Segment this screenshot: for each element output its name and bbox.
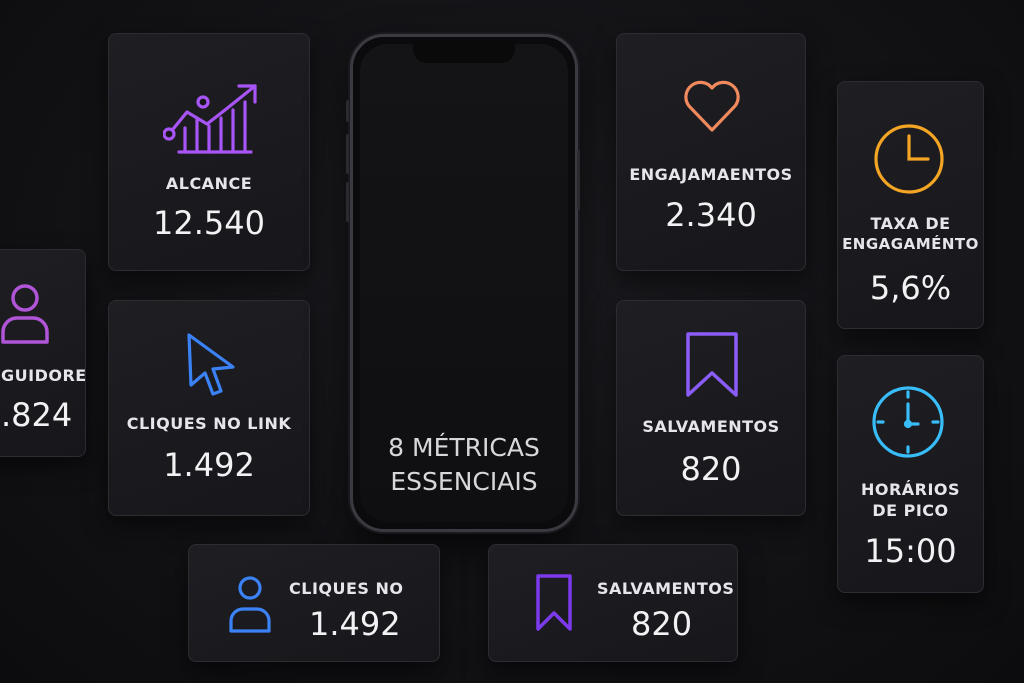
- phone-side-button: [346, 134, 349, 174]
- metric-label-line1: TAXA DE: [870, 214, 951, 233]
- metric-label: ALCANCE: [165, 174, 253, 193]
- clock-icon: [870, 384, 946, 460]
- phone-mockup: 8 MÉTRICAS ESSENCIAIS: [350, 34, 578, 532]
- metric-card-cliques-no: CLIQUES NO 1.492: [188, 544, 440, 662]
- metric-card-alcance: ALCANCE 12.540: [108, 33, 310, 271]
- metric-value: 820: [680, 450, 742, 488]
- metric-label: GUIDORES: [1, 366, 86, 385]
- metric-label: CLIQUES NO LINK: [126, 414, 292, 433]
- user-icon: [227, 575, 273, 635]
- bookmark-icon: [685, 331, 739, 399]
- metric-label: CLIQUES NO: [289, 579, 404, 598]
- metric-value: 1.492: [309, 605, 401, 643]
- bookmark-icon: [535, 573, 573, 633]
- metric-label-line1: HORÁRIOS: [860, 480, 961, 499]
- metric-card-horarios-de-pico: HORÁRIOS DE PICO 15:00: [837, 355, 984, 593]
- metric-label-line2: DE PICO: [872, 501, 949, 520]
- metric-value: .824: [1, 396, 73, 434]
- metric-value: 15:00: [864, 532, 957, 570]
- metric-card-taxa-engajamento: TAXA DE ENGAGAMÉNTO 5,6%: [837, 81, 984, 329]
- user-icon: [0, 282, 51, 346]
- metric-label: ENGAJAMAENTOS: [629, 165, 793, 184]
- metric-card-cliques-no-link: CLIQUES NO LINK 1.492: [108, 300, 310, 516]
- center-title: 8 MÉTRICAS ESSENCIAIS: [388, 433, 540, 496]
- phone-notch: [413, 41, 515, 63]
- metric-card-seguidores: GUIDORES .824: [0, 249, 86, 457]
- metric-label-line2: ENGAGAMÉNTO: [842, 235, 979, 253]
- metric-value: 2.340: [665, 196, 757, 234]
- metric-value: 1.492: [163, 446, 255, 484]
- metric-card-salvamentos: SALVAMENTOS 820: [616, 300, 806, 516]
- metric-label: SALVAMENTOS: [642, 417, 780, 436]
- growth-chart-icon: [163, 82, 259, 156]
- cursor-icon: [183, 331, 239, 397]
- metric-label: SALVAMENTOS: [597, 579, 735, 598]
- phone-screen: [360, 44, 568, 522]
- metric-value: 12.540: [153, 204, 265, 242]
- metric-card-salvamentos-bottom: SALVAMENTOS 820: [488, 544, 738, 662]
- heart-icon: [681, 76, 743, 134]
- phone-side-button: [577, 150, 580, 210]
- metric-card-engajamentos: ENGAJAMAENTOS 2.340: [616, 33, 806, 271]
- metric-value: 5,6%: [869, 269, 952, 307]
- clock-icon: [872, 122, 946, 196]
- phone-side-button: [346, 100, 349, 122]
- metric-value: 820: [631, 605, 693, 643]
- phone-side-button: [346, 182, 349, 222]
